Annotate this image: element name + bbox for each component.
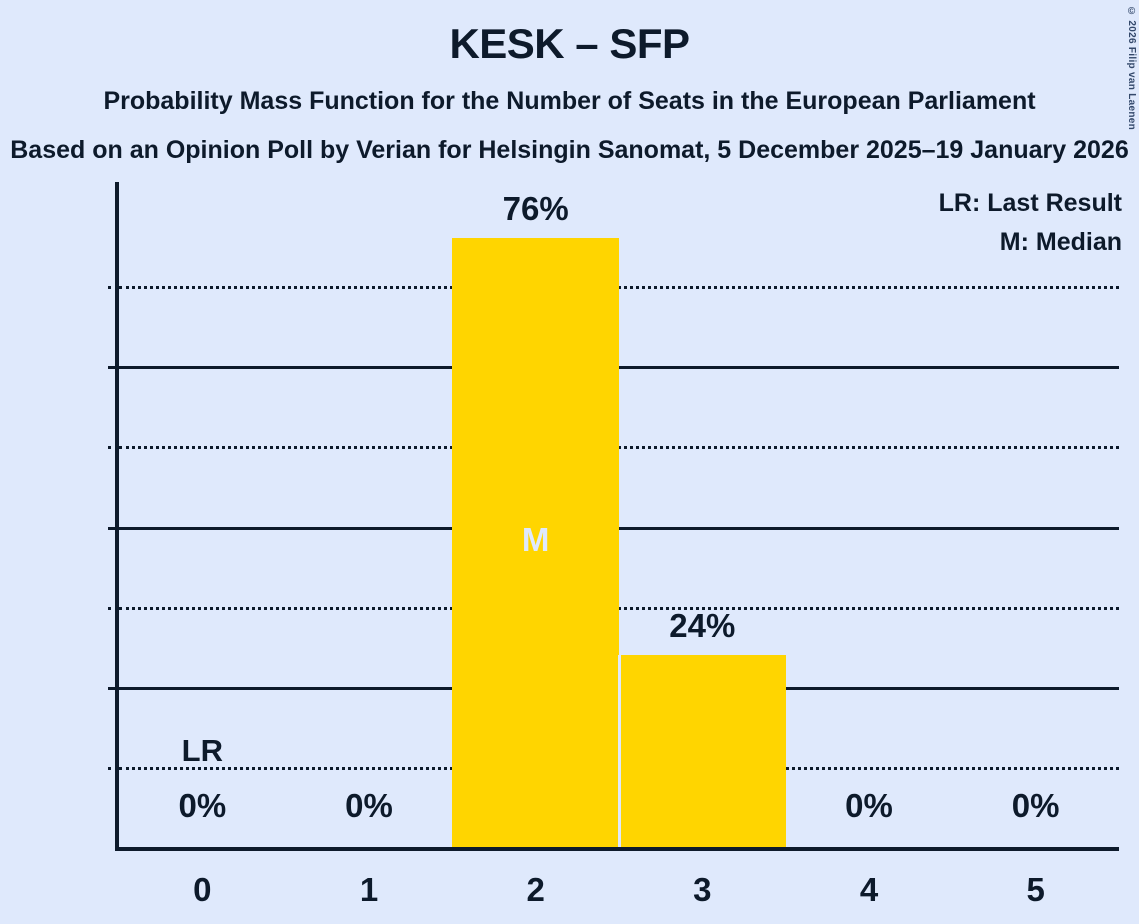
x-axis-tick-label: 3 [693,871,712,908]
median-marker: M [521,520,550,558]
y-axis-line [115,182,119,851]
copyright-notice: © 2026 Filip van Laenen [1126,6,1137,131]
chart-legend: LR: Last Result M: Median [702,184,1122,262]
bar-value-label: 76% [502,190,569,228]
x-axis-line [115,847,1119,851]
bar-value-label: 24% [669,606,736,644]
gridline-major [119,526,1119,530]
zero-value-label: 0% [178,787,227,824]
y-tick-major [108,526,119,530]
bar [619,654,786,847]
x-axis-tick-label: 4 [859,871,879,908]
last-result-marker: LR [181,732,223,768]
y-tick-minor [108,286,119,290]
y-tick-major [108,686,119,690]
zero-value-label: 0% [345,787,393,824]
legend-item-last-result: LR: Last Result [938,189,1122,217]
zero-value-label: 0% [845,787,893,824]
zero-value-label: 0% [1011,787,1060,824]
chart-source-line: Based on an Opinion Poll by Verian for H… [10,136,1129,164]
y-tick-minor [108,606,119,610]
y-tick-minor [108,446,119,450]
y-tick-minor [108,766,119,770]
gridline-minor [119,286,1119,290]
page-title: KESK – SFP [449,20,690,67]
x-axis-tick-label: 2 [526,871,545,908]
gridline-major [119,366,1119,370]
bar [452,238,619,847]
gridline-minor [119,446,1119,450]
y-tick-major [108,366,119,370]
x-axis-tick-label: 5 [1026,871,1045,908]
x-axis-tick-label: 0 [193,871,212,908]
x-axis-tick-label: 1 [359,871,379,908]
chart-subtitle: Probability Mass Function for the Number… [103,87,1036,115]
gridline-minor [119,606,1119,610]
plot-area: 20%40%60% 0%0%76%24%0%0% MLR [108,182,1119,851]
bar-separator [618,654,621,847]
legend-item-median: M: Median [999,228,1122,256]
